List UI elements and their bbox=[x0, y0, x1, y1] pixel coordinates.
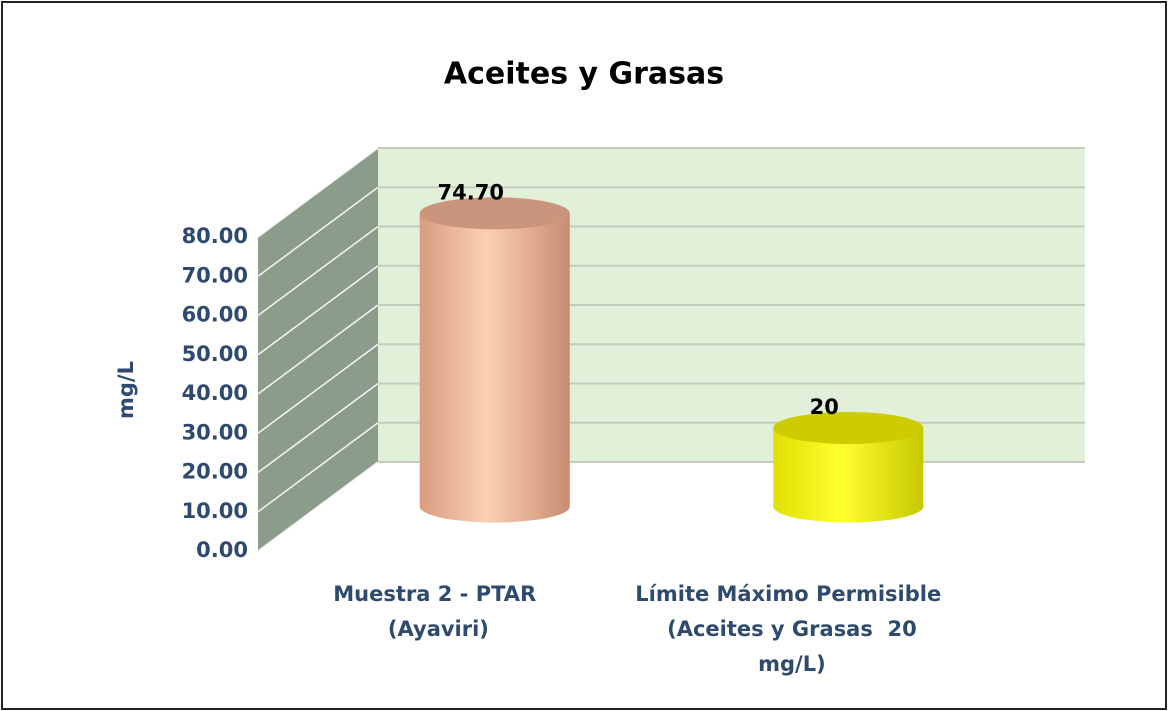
bar bbox=[773, 412, 924, 523]
y-tick-label: 80.00 bbox=[182, 224, 248, 248]
side-grid-line bbox=[257, 265, 379, 356]
data-label: 74.70 bbox=[438, 180, 504, 204]
side-grid-line bbox=[257, 422, 379, 513]
side-grid-line bbox=[257, 147, 379, 238]
side-grid-line bbox=[257, 304, 379, 395]
y-tick-label: 0.00 bbox=[196, 538, 248, 562]
side-grid-line bbox=[257, 382, 379, 474]
bar-top bbox=[773, 412, 924, 444]
x-tick-label: Muestra 2 - PTAR (Ayaviri) bbox=[333, 582, 536, 641]
bar-top bbox=[419, 197, 570, 230]
y-tick-label: 30.00 bbox=[182, 420, 248, 444]
bar bbox=[419, 197, 570, 523]
y-tick-label: 10.00 bbox=[182, 499, 248, 523]
data-label: 20 bbox=[810, 395, 839, 419]
y-tick-label: 70.00 bbox=[182, 263, 248, 287]
x-tick-label: Límite Máximo Permisible (Aceites y Gras… bbox=[635, 582, 941, 676]
bar-body bbox=[419, 213, 570, 523]
side-grid-line bbox=[257, 225, 379, 317]
y-tick-label: 20.00 bbox=[182, 460, 248, 484]
side-grid-line bbox=[257, 461, 379, 552]
side-grid-line bbox=[257, 343, 379, 434]
chart-title: Aceites y Grasas bbox=[444, 57, 724, 92]
bar-body bbox=[773, 428, 924, 523]
y-tick-label: 40.00 bbox=[182, 381, 248, 405]
y-tick-label: 50.00 bbox=[182, 342, 248, 366]
side-grid-line bbox=[257, 186, 379, 277]
y-axis-label: mg/L bbox=[114, 361, 138, 419]
y-tick-label: 60.00 bbox=[182, 303, 248, 327]
